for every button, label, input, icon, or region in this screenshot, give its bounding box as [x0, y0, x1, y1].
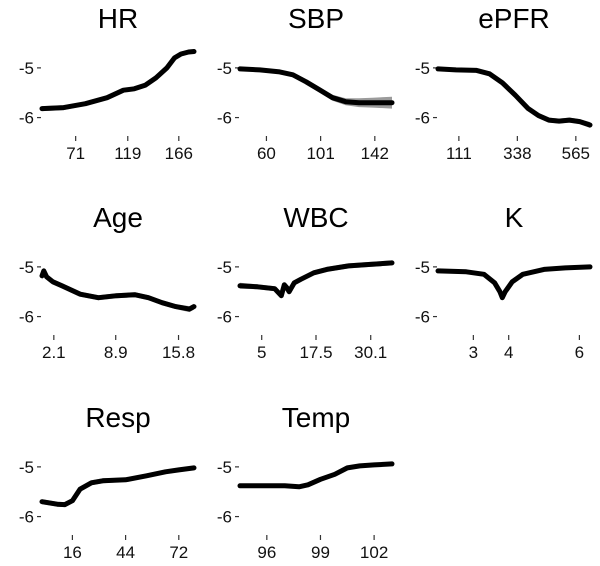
x-tick-label: 5	[257, 343, 266, 362]
x-tick-label: 4	[504, 343, 513, 362]
panel-title: Resp	[85, 402, 150, 433]
panel-title: ePFR	[478, 3, 550, 34]
panel-k: K -5 -6 3 4 6	[415, 202, 593, 362]
panel-title: WBC	[283, 202, 348, 233]
effect-curve	[237, 461, 395, 490]
y-tick-label: -6	[217, 308, 232, 327]
y-tick-label: -6	[19, 308, 34, 327]
x-tick-label: 44	[116, 543, 135, 562]
y-tick-label: -6	[415, 109, 430, 128]
x-tick-label: 338	[503, 144, 531, 163]
effect-curve	[39, 465, 197, 508]
y-tick-label: -5	[19, 258, 34, 277]
x-tick-label: 3	[469, 343, 478, 362]
x-tick-label: 142	[361, 144, 389, 163]
x-tick-label: 71	[66, 144, 85, 163]
y-tick-label: -6	[415, 308, 430, 327]
x-tick-label: 166	[165, 144, 193, 163]
effect-curve	[39, 49, 197, 112]
x-tick-label: 16	[63, 543, 82, 562]
panel-title: SBP	[288, 3, 344, 34]
effect-curve	[435, 66, 593, 128]
x-tick-label: 8.9	[104, 343, 128, 362]
x-tick-label: 102	[360, 543, 388, 562]
y-tick-label: -6	[19, 508, 34, 527]
y-tick-label: -6	[217, 508, 232, 527]
x-tick-label: 60	[257, 144, 276, 163]
effect-curve	[435, 264, 593, 301]
x-tick-label: 17.5	[299, 343, 332, 362]
x-tick-label: 2.1	[42, 343, 66, 362]
panel-title: K	[505, 202, 524, 233]
x-tick-label: 111	[446, 144, 472, 163]
x-tick-label: 6	[575, 343, 584, 362]
y-tick-label: -5	[217, 458, 232, 477]
panel-title: Age	[93, 202, 143, 233]
y-tick-label: -6	[19, 109, 34, 128]
x-tick-label: 72	[169, 543, 188, 562]
y-tick-label: -5	[217, 258, 232, 277]
y-tick-label: -5	[217, 59, 232, 78]
effect-curve	[237, 66, 395, 106]
x-tick-label: 99	[311, 543, 330, 562]
panel-hr: HR -5 -6 71 119 166	[19, 3, 197, 163]
y-tick-label: -5	[415, 258, 430, 277]
y-tick-label: -6	[217, 109, 232, 128]
panel-title: HR	[98, 3, 138, 34]
panel-wbc: WBC -5 -6 5 17.5 30.1	[217, 202, 395, 362]
x-tick-label: 30.1	[354, 343, 387, 362]
x-tick-label: 15.8	[162, 343, 195, 362]
panel-title: Temp	[282, 402, 350, 433]
effect-curve	[39, 268, 197, 312]
x-tick-label: 101	[306, 144, 334, 163]
panel-temp: Temp -5 -6 96 99 102	[217, 402, 395, 562]
y-tick-label: -5	[19, 458, 34, 477]
y-tick-label: -5	[19, 59, 34, 78]
x-tick-label: 565	[562, 144, 590, 163]
y-tick-label: -5	[415, 59, 430, 78]
x-tick-label: 96	[257, 543, 276, 562]
panel-sbp: SBP -5 -6 60 101 142	[217, 3, 395, 163]
panel-resp: Resp -5 -6 16 44 72	[19, 402, 197, 562]
panel-age: Age -5 -6 2.1 8.9 15.8	[19, 202, 197, 362]
effect-curve	[237, 260, 395, 299]
x-tick-label: 119	[114, 144, 141, 163]
panel-epfr: ePFR -5 -6 111 338 565	[415, 3, 593, 163]
